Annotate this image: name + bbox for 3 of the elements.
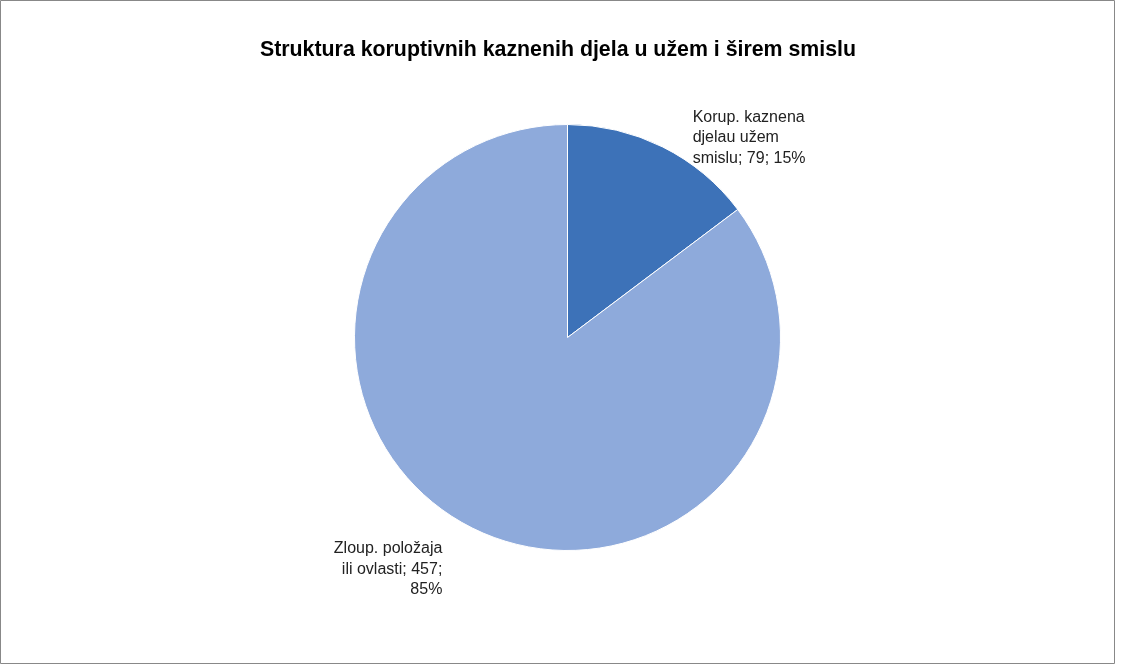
slice-label: Korup. kaznena djelau užem smislu; 79; 15%: [692, 108, 806, 166]
slice-label: Zloup. položaja ili ovlasti; 457; 85%: [333, 539, 443, 597]
chart-title: Struktura koruptivnih kaznenih djela u užem i širem smislu: [259, 36, 857, 61]
